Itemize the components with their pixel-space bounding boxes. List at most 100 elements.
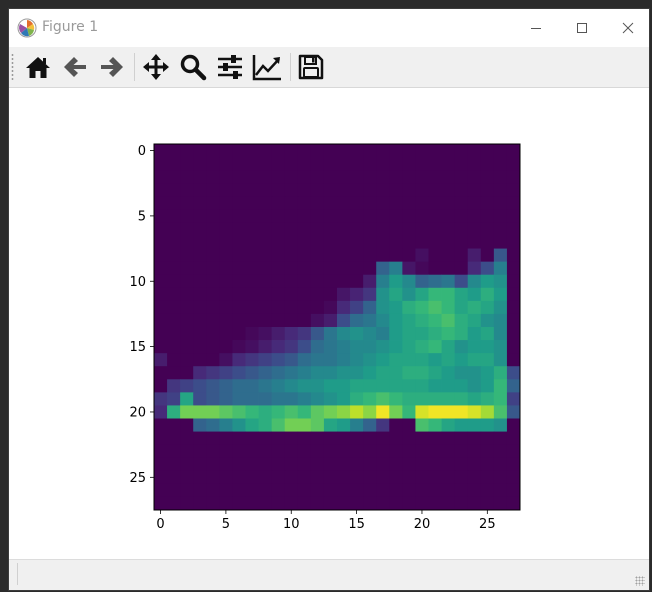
heatmap-cell bbox=[428, 222, 442, 236]
heatmap-cell bbox=[258, 222, 273, 236]
heatmap-cell bbox=[219, 248, 233, 263]
heatmap-cell bbox=[154, 170, 168, 184]
heatmap-cell bbox=[415, 287, 429, 302]
heatmap-cell bbox=[206, 235, 220, 249]
heatmap-cell bbox=[480, 248, 495, 263]
heatmap-cell bbox=[245, 300, 259, 315]
heatmap-cell bbox=[454, 274, 469, 289]
back-button[interactable] bbox=[59, 51, 91, 83]
heatmap-cell bbox=[428, 235, 442, 249]
heatmap-cell bbox=[506, 483, 521, 498]
minimize-button[interactable] bbox=[513, 9, 559, 47]
heatmap-cell bbox=[493, 196, 508, 210]
heatmap-cell bbox=[219, 483, 233, 498]
save-button[interactable] bbox=[295, 51, 327, 83]
heatmap-cell bbox=[506, 379, 521, 393]
heatmap-cell bbox=[480, 431, 495, 446]
x-tick-label: 25 bbox=[479, 517, 496, 532]
heatmap-cell bbox=[232, 300, 246, 315]
heatmap-cell bbox=[193, 327, 207, 341]
home-button[interactable] bbox=[22, 51, 54, 83]
heatmap-cell bbox=[467, 261, 482, 276]
heatmap-cell bbox=[310, 144, 325, 158]
heatmap-cell bbox=[480, 496, 495, 511]
subplots-button[interactable] bbox=[214, 51, 246, 83]
navigation-toolbar bbox=[9, 47, 649, 88]
heatmap-cell bbox=[219, 157, 233, 171]
heatmap-cell bbox=[154, 248, 168, 263]
heatmap-cell bbox=[271, 470, 286, 485]
toolbar-grip[interactable] bbox=[11, 53, 14, 81]
heatmap-cell bbox=[454, 353, 469, 367]
heatmap-cell bbox=[167, 470, 181, 485]
heatmap-cell bbox=[389, 222, 403, 236]
heatmap-cell bbox=[454, 235, 469, 249]
figure-canvas[interactable]: 0 5 10 15 20 25 0 5 10 15 20 25 bbox=[9, 88, 649, 561]
matplotlib-logo-icon bbox=[17, 18, 37, 38]
heatmap-cell bbox=[284, 209, 299, 223]
heatmap-cell bbox=[337, 496, 351, 511]
heatmap-cell bbox=[258, 392, 273, 406]
forward-button[interactable] bbox=[96, 51, 128, 83]
heatmap-cell bbox=[310, 444, 325, 459]
title-bar[interactable]: Figure 1 bbox=[9, 9, 649, 47]
heatmap-cell bbox=[258, 248, 273, 263]
heatmap-cell bbox=[180, 392, 194, 406]
heatmap-cell bbox=[323, 405, 338, 419]
heatmap-cell bbox=[271, 457, 286, 472]
heatmap-cell bbox=[323, 340, 338, 354]
heatmap-cell bbox=[271, 392, 286, 406]
heatmap-cell bbox=[206, 444, 220, 459]
heatmap-cell bbox=[467, 366, 482, 380]
heatmap-cell bbox=[271, 235, 286, 249]
heatmap-cell bbox=[245, 405, 259, 419]
image-plot[interactable]: 0 5 10 15 20 25 0 5 10 15 20 25 bbox=[9, 88, 651, 561]
heatmap-cell bbox=[506, 353, 521, 367]
heatmap-cell bbox=[193, 144, 207, 158]
heatmap-cell bbox=[154, 379, 168, 393]
heatmap-cell bbox=[363, 366, 377, 380]
close-button[interactable] bbox=[605, 9, 651, 47]
zoom-button[interactable] bbox=[177, 51, 209, 83]
heatmap-cell bbox=[323, 457, 338, 472]
heatmap-cell bbox=[480, 261, 495, 276]
heatmap-cell bbox=[258, 366, 273, 380]
resize-grip[interactable] bbox=[635, 576, 645, 586]
heatmap-cell bbox=[271, 431, 286, 446]
pan-button[interactable] bbox=[140, 51, 172, 83]
heatmap-cell bbox=[323, 300, 338, 315]
heatmap-cell bbox=[389, 496, 403, 511]
heatmap-cell bbox=[245, 418, 259, 432]
heatmap-cell bbox=[376, 196, 390, 210]
heatmap-cell bbox=[154, 457, 168, 472]
heatmap-cell bbox=[219, 444, 233, 459]
x-tick-label: 5 bbox=[222, 517, 230, 532]
heatmap-cell bbox=[297, 313, 312, 328]
heatmap-cell bbox=[337, 235, 351, 249]
heatmap-cell bbox=[206, 392, 220, 406]
heatmap-cell bbox=[454, 209, 469, 223]
heatmap-cell bbox=[493, 248, 508, 263]
heatmap-cell bbox=[245, 209, 259, 223]
heatmap-cell bbox=[154, 183, 168, 197]
heatmap-cell bbox=[284, 470, 299, 485]
heatmap-cell bbox=[480, 483, 495, 498]
heatmap-cell bbox=[415, 235, 429, 249]
heatmap-cell bbox=[232, 353, 246, 367]
heatmap-cell bbox=[219, 405, 233, 419]
heatmap-cell bbox=[193, 470, 207, 485]
heatmap-cell bbox=[245, 366, 259, 380]
heatmap-cell bbox=[310, 431, 325, 446]
heatmap-cell bbox=[310, 274, 325, 289]
edit-axis-button[interactable] bbox=[251, 51, 283, 83]
heatmap-cell bbox=[258, 444, 273, 459]
heatmap-cell bbox=[363, 470, 377, 485]
heatmap-cell bbox=[310, 405, 325, 419]
heatmap-cell bbox=[363, 170, 377, 184]
maximize-button[interactable] bbox=[559, 9, 605, 47]
heatmap-cell bbox=[415, 248, 429, 263]
heatmap-cell bbox=[245, 196, 259, 210]
heatmap-cell bbox=[297, 379, 312, 393]
heatmap-cell bbox=[506, 248, 521, 263]
heatmap-cell bbox=[441, 444, 456, 459]
